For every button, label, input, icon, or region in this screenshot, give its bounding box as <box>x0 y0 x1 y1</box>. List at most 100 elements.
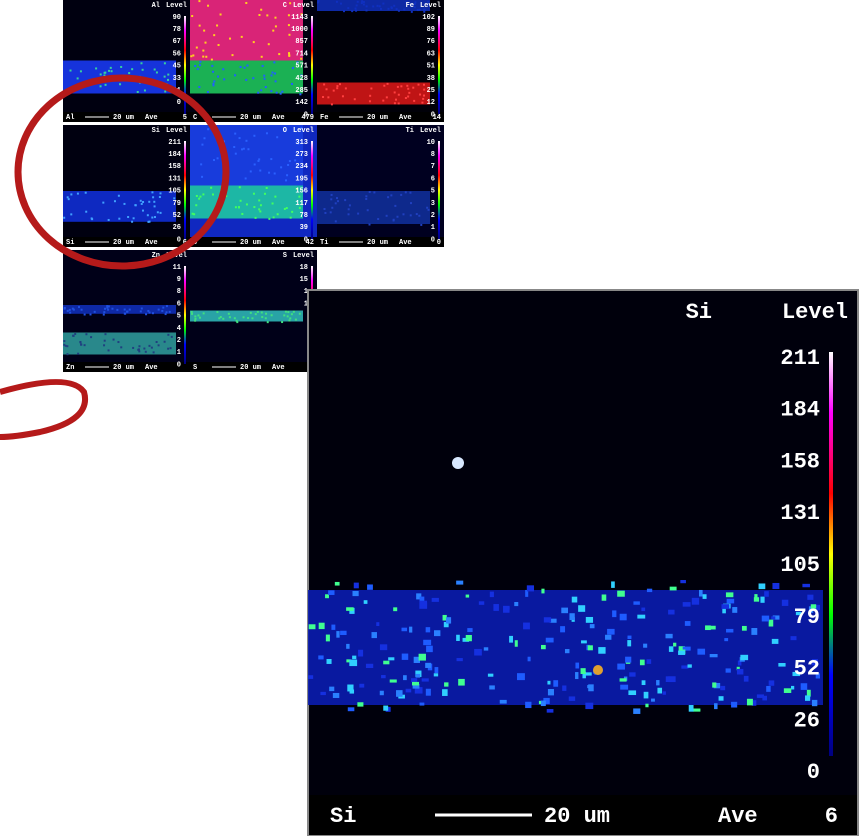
map-speckle <box>108 70 110 72</box>
map-speckle <box>250 312 252 314</box>
map-header: Level <box>166 127 187 135</box>
map-header-element: Fe <box>406 2 414 10</box>
element-label: C <box>193 114 197 122</box>
map-speckle <box>126 311 128 313</box>
map-speckle <box>200 163 202 165</box>
map-speckle <box>333 90 335 92</box>
map-header-element: Si <box>152 127 160 135</box>
zoom-speckle <box>732 607 737 613</box>
map-speckle <box>273 216 275 218</box>
level-label: 6 <box>177 300 181 308</box>
map-speckle <box>253 206 255 208</box>
map-speckle <box>170 347 172 349</box>
zoom-speckle <box>348 707 355 711</box>
map-speckle <box>241 36 243 38</box>
map-speckle <box>275 80 277 82</box>
zoom-color-bar <box>829 352 833 756</box>
map-speckle <box>245 177 247 179</box>
map-speckle <box>166 311 168 313</box>
zoom-speckle <box>366 664 373 668</box>
zoom-speckle <box>514 602 518 606</box>
map-speckle <box>293 311 295 313</box>
zoom-speckle <box>326 635 330 642</box>
color-bar <box>184 266 186 364</box>
map-speckle <box>291 211 293 213</box>
map-speckle <box>423 95 425 97</box>
map-speckle <box>223 78 225 80</box>
zoom-element-label: Si <box>330 804 356 829</box>
map-speckle <box>336 85 338 87</box>
map-speckle <box>354 98 356 100</box>
map-speckle <box>201 144 203 146</box>
zoom-speckle <box>620 685 628 690</box>
map-speckle <box>194 65 196 67</box>
map-speckle <box>406 85 408 87</box>
map-speckle <box>394 91 396 93</box>
ave-label: Ave <box>399 239 412 247</box>
zoom-speckle <box>647 659 652 664</box>
map-speckle <box>266 14 268 16</box>
map-speckle <box>268 218 270 220</box>
map-speckle <box>218 44 220 46</box>
zoom-speckle <box>670 587 677 591</box>
map-speckle <box>361 2 363 4</box>
map-speckle <box>382 100 384 102</box>
map-speckle <box>129 309 131 311</box>
ave-label: Ave <box>272 239 285 247</box>
map-header-element: O <box>283 127 287 135</box>
map-speckle <box>272 30 274 32</box>
zoom-speckle <box>346 607 354 611</box>
map-speckle <box>68 198 70 200</box>
zoom-speckle <box>333 693 339 698</box>
map-speckle <box>203 312 205 314</box>
level-label: 78 <box>300 212 308 220</box>
map-speckle <box>100 73 102 75</box>
zoom-speckle <box>640 660 645 666</box>
zoom-speckle <box>479 601 484 605</box>
map-speckle <box>154 216 156 218</box>
map-speckle <box>251 317 253 319</box>
zoom-level-label: 105 <box>780 553 820 578</box>
map-speckle <box>373 191 375 193</box>
map-speckle <box>366 5 368 7</box>
zoom-ave-label: Ave <box>718 804 758 829</box>
map-speckle <box>335 202 337 204</box>
map-speckle <box>264 193 266 195</box>
map-speckle <box>289 317 291 319</box>
map-speckle <box>317 1 319 3</box>
zoom-speckle <box>380 691 384 695</box>
zoom-speckle <box>581 640 587 643</box>
map-speckle <box>414 1 416 3</box>
map-panel: LevelSi2111841581311057952260Si20 umAve6 <box>63 125 190 247</box>
map-speckle <box>147 214 149 216</box>
map-speckle <box>192 54 194 56</box>
zoom-speckle <box>602 594 607 600</box>
map-speckle <box>402 213 404 215</box>
map-panel: LevelAl907867564533110Al20 umAve5 <box>63 0 190 122</box>
map-speckle <box>199 61 201 63</box>
zoom-speckle <box>657 688 662 694</box>
map-speckle <box>422 98 424 100</box>
zoom-speckle <box>509 636 513 643</box>
map-speckle <box>265 86 267 88</box>
map-speckle <box>287 315 289 317</box>
zoom-speckle <box>569 696 575 700</box>
zoom-speckle <box>790 636 796 640</box>
map-speckle <box>72 308 74 310</box>
zoom-speckle <box>668 610 674 615</box>
map-speckle <box>274 72 276 74</box>
zoom-speckle <box>760 597 764 603</box>
map-speckle <box>141 307 143 309</box>
map-speckle <box>161 310 163 312</box>
map-speckle <box>260 204 262 206</box>
zoom-speckle <box>744 676 749 682</box>
ave-label: Ave <box>145 114 158 122</box>
zoom-speckle <box>381 675 386 678</box>
zoom-speckle <box>721 604 729 609</box>
level-label: 76 <box>427 38 435 46</box>
zoom-speckle <box>778 663 785 667</box>
map-speckle <box>124 313 126 315</box>
map-speckle <box>103 344 105 346</box>
level-label: 1 <box>177 349 181 357</box>
map-speckle <box>210 187 212 189</box>
